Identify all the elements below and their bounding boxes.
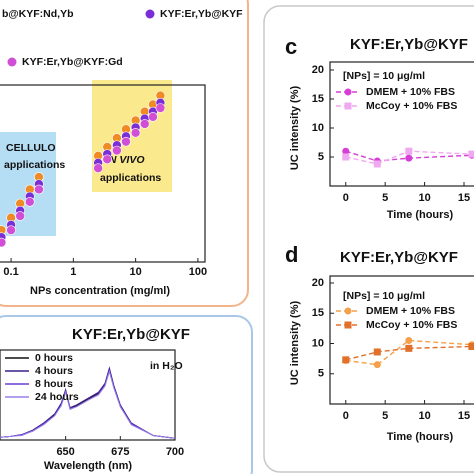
marker (373, 348, 381, 356)
data-point (121, 136, 131, 147)
data-point (25, 197, 35, 207)
marker (373, 361, 381, 369)
annotation: applications (4, 159, 65, 171)
x-tick-label: 0.1 (3, 266, 18, 278)
panel-border (263, 5, 474, 473)
data-point (148, 112, 158, 122)
legend-label: b@KYF:Nd,Yb (2, 8, 73, 20)
legend-label: 4 hours (35, 365, 73, 377)
y-tick-label: 5 (318, 368, 324, 380)
legend-label: McCoy + 10% FBS (366, 319, 457, 331)
marker (373, 160, 381, 168)
plot-frame (329, 61, 474, 187)
x-axis-label: Wavelength (nm) (44, 460, 133, 472)
legend-marker (344, 88, 352, 96)
data-point (6, 225, 16, 235)
panel-label: d (285, 242, 298, 267)
data-line (345, 150, 472, 162)
x-tick-label: 15 (458, 192, 470, 204)
data-line (0, 366, 176, 439)
data-line (345, 150, 472, 165)
chart-title: KYF:Er,Yb@KYF (340, 249, 458, 266)
y-tick-label: 20 (312, 64, 324, 76)
x-tick-label: 100 (189, 266, 207, 278)
y-tick-label: 5 (318, 151, 324, 163)
annotation: [NPs] = 10 μg/ml (343, 290, 425, 302)
x-axis-label: NPs concentration (mg/ml) (30, 285, 170, 297)
marker (405, 154, 413, 162)
plot-frame (0, 349, 176, 441)
plot-frame (0, 84, 206, 263)
y-tick-label: 15 (312, 307, 324, 319)
legend-marker (344, 102, 352, 110)
x-tick-label: 15 (458, 410, 470, 422)
legend-label: 24 hours (35, 391, 79, 403)
chart-title: KYF:Er,Yb@KYF (72, 326, 190, 343)
data-point (112, 145, 122, 156)
x-tick-label: 0 (343, 192, 349, 204)
annotation: in H₂O (150, 360, 183, 372)
marker (342, 356, 350, 364)
annotation: CELLULO (6, 142, 56, 154)
x-tick-label: 10 (130, 266, 142, 278)
panel-label: c (285, 34, 297, 59)
marker (468, 150, 474, 158)
legend-label: McCoy + 10% FBS (366, 100, 457, 112)
annotation: [NPs] = 10 μg/ml (343, 70, 425, 82)
legend-label: 8 hours (35, 378, 73, 390)
data-line (0, 367, 176, 439)
annotation: applications (100, 172, 161, 184)
data-point (93, 163, 103, 173)
x-axis-label: Time (hours) (387, 209, 454, 221)
legend-marker (145, 9, 155, 19)
legend-label: DMEM + 10% FBS (366, 305, 455, 317)
x-tick-label: 10 (418, 192, 430, 204)
data-point (139, 119, 150, 129)
x-tick-label: 650 (56, 446, 74, 458)
x-tick-label: 5 (382, 410, 388, 422)
y-tick-label: 20 (312, 277, 324, 289)
data-point (155, 103, 166, 113)
legend-label: KYF:Er,Yb@KYF (160, 8, 243, 20)
annotation: IN VIVO (106, 154, 145, 166)
data-line (0, 369, 176, 439)
x-tick-label: 675 (111, 446, 129, 458)
panel-border (0, 0, 249, 307)
data-point (34, 184, 44, 195)
legend-marker (344, 321, 352, 329)
y-tick-label: 15 (312, 93, 324, 105)
y-tick-label: 10 (312, 122, 324, 134)
x-tick-label: 700 (166, 446, 184, 458)
data-point (102, 154, 113, 165)
data-point (130, 127, 141, 138)
marker (405, 344, 413, 352)
y-axis-label: UC intensity (%) (289, 300, 301, 385)
marker (405, 336, 413, 344)
data-line (345, 345, 472, 361)
data-line (345, 339, 472, 366)
data-point (0, 237, 7, 248)
panel-border (0, 315, 253, 474)
y-axis-label: UC intensity (%) (289, 85, 301, 170)
legend-marker (344, 307, 352, 315)
legend-marker (7, 57, 17, 67)
chart-title: KYF:Er,Yb@KYF (350, 36, 468, 53)
legend-label: 0 hours (35, 352, 73, 364)
data-point (15, 211, 25, 221)
data-line (0, 368, 176, 439)
x-tick-label: 1 (70, 266, 76, 278)
legend-label: KYF:Er,Yb@KYF:Gd (22, 56, 123, 68)
marker (342, 147, 350, 155)
marker (468, 343, 474, 351)
y-tick-label: 10 (312, 337, 324, 349)
x-tick-label: 10 (418, 410, 430, 422)
plot-frame (329, 275, 474, 405)
marker (342, 153, 350, 161)
marker (405, 147, 413, 155)
x-tick-label: 5 (382, 192, 388, 204)
x-axis-label: Time (hours) (387, 431, 454, 443)
legend-label: DMEM + 10% FBS (366, 86, 455, 98)
x-tick-label: 0 (343, 410, 349, 422)
